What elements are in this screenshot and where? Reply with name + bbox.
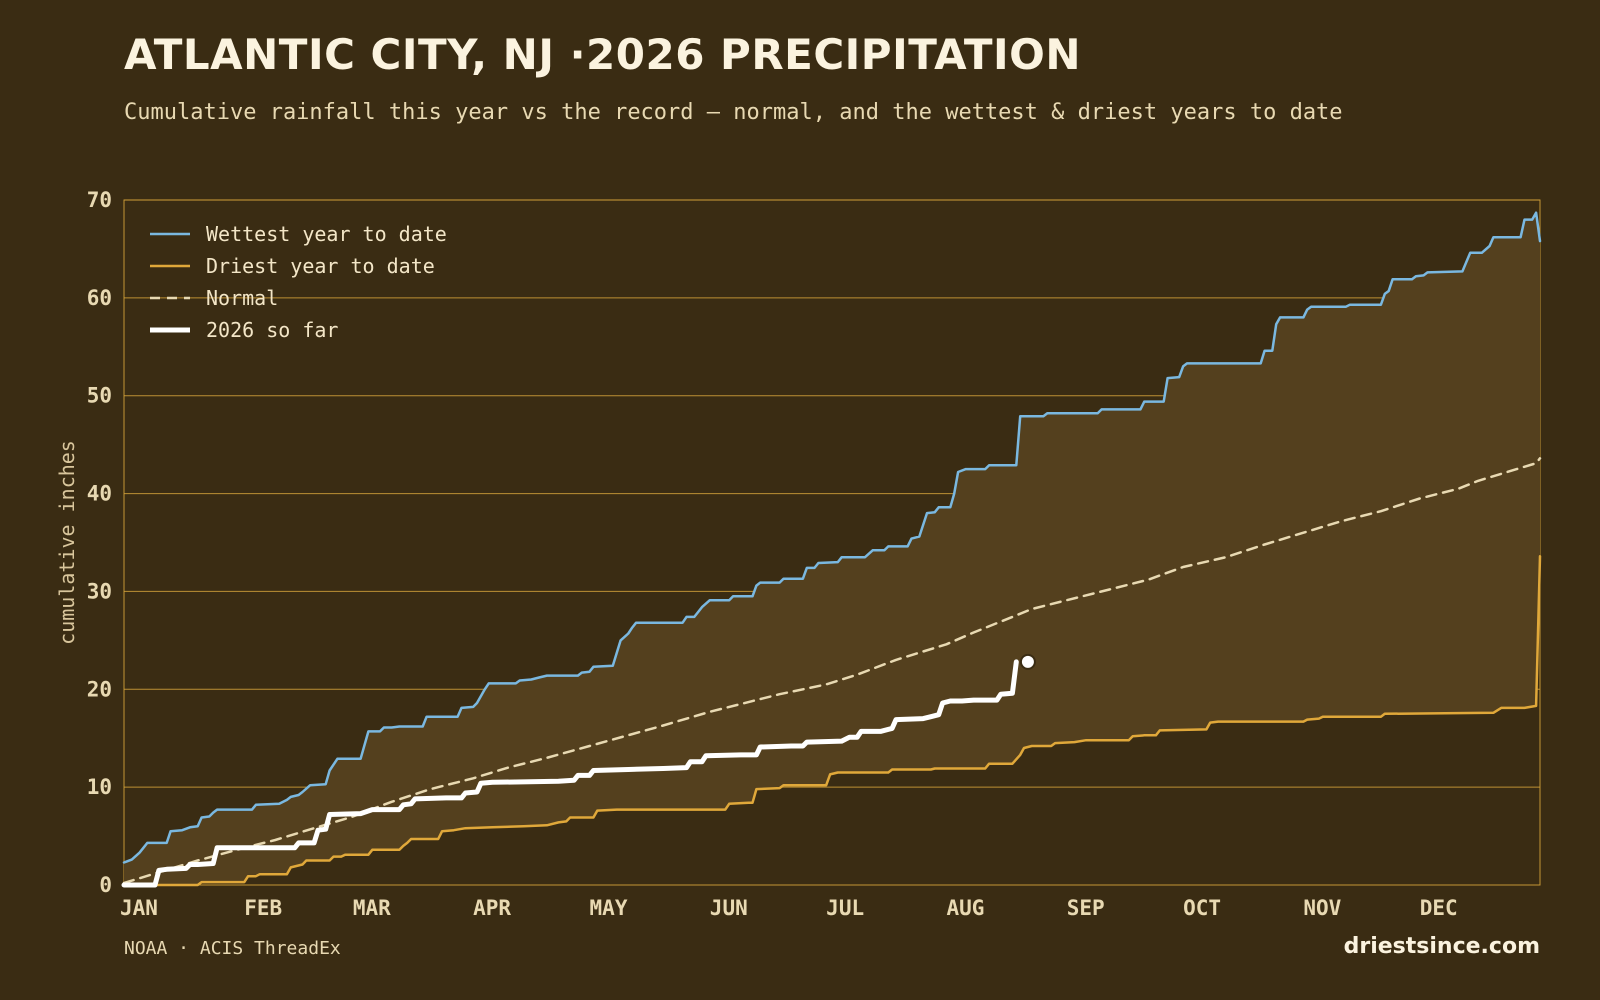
legend-label: Normal bbox=[206, 286, 278, 310]
y-axis-label: cumulative inches bbox=[55, 440, 79, 645]
x-tick-label: JUL bbox=[826, 896, 864, 920]
x-tick-label: APR bbox=[473, 896, 511, 920]
range-band-layer bbox=[124, 212, 1540, 885]
y-tick-label: 70 bbox=[87, 188, 112, 212]
x-tick-label: AUG bbox=[946, 896, 984, 920]
x-tick-label: JAN bbox=[120, 896, 158, 920]
y-tick-label: 0 bbox=[99, 873, 112, 897]
legend-label: Wettest year to date bbox=[206, 222, 447, 246]
x-tick-label: MAY bbox=[590, 896, 628, 920]
series-layer bbox=[121, 211, 1542, 888]
legend-label: Driest year to date bbox=[206, 254, 435, 278]
page-subtitle: Cumulative rainfall this year vs the rec… bbox=[124, 100, 1343, 125]
axis-layer: 0 10 20 30 40 50 60 70 JAN FEB MAR APR MAY JUN JUL AUG S… bbox=[55, 188, 1458, 920]
y-tick-label: 40 bbox=[87, 482, 112, 506]
x-tick-label: FEB bbox=[244, 896, 282, 920]
y-tick-label: 50 bbox=[87, 384, 112, 408]
legend: Wettest year to date Driest year to date N… bbox=[150, 222, 447, 342]
x-tick-label: DEC bbox=[1420, 896, 1458, 920]
series-line-driest-year-to-date bbox=[122, 554, 1542, 887]
x-tick-label: SEP bbox=[1067, 896, 1105, 920]
x-tick-label: OCT bbox=[1183, 896, 1221, 920]
series-line-wettest-year-to-date bbox=[122, 211, 1542, 864]
y-tick-label: 60 bbox=[87, 286, 112, 310]
current-day-marker bbox=[1019, 653, 1036, 670]
wettest-driest-band bbox=[124, 212, 1540, 885]
x-tick-label: JUN bbox=[710, 896, 748, 920]
legend-label: 2026 so far bbox=[206, 318, 338, 342]
page-title: ATLANTIC CITY, NJ ·2026 PRECIPITATION bbox=[124, 30, 1081, 79]
x-tick-label: MAR bbox=[353, 896, 391, 920]
data-source: NOAA · ACIS ThreadEx bbox=[124, 938, 341, 959]
x-tick-label: NOV bbox=[1303, 896, 1341, 920]
y-tick-label: 30 bbox=[87, 579, 112, 603]
y-tick-label: 10 bbox=[87, 775, 112, 799]
y-tick-label: 20 bbox=[87, 677, 112, 701]
series-line-2026-so-far bbox=[121, 659, 1019, 888]
brand-link[interactable]: driestsince.com bbox=[1343, 934, 1540, 959]
